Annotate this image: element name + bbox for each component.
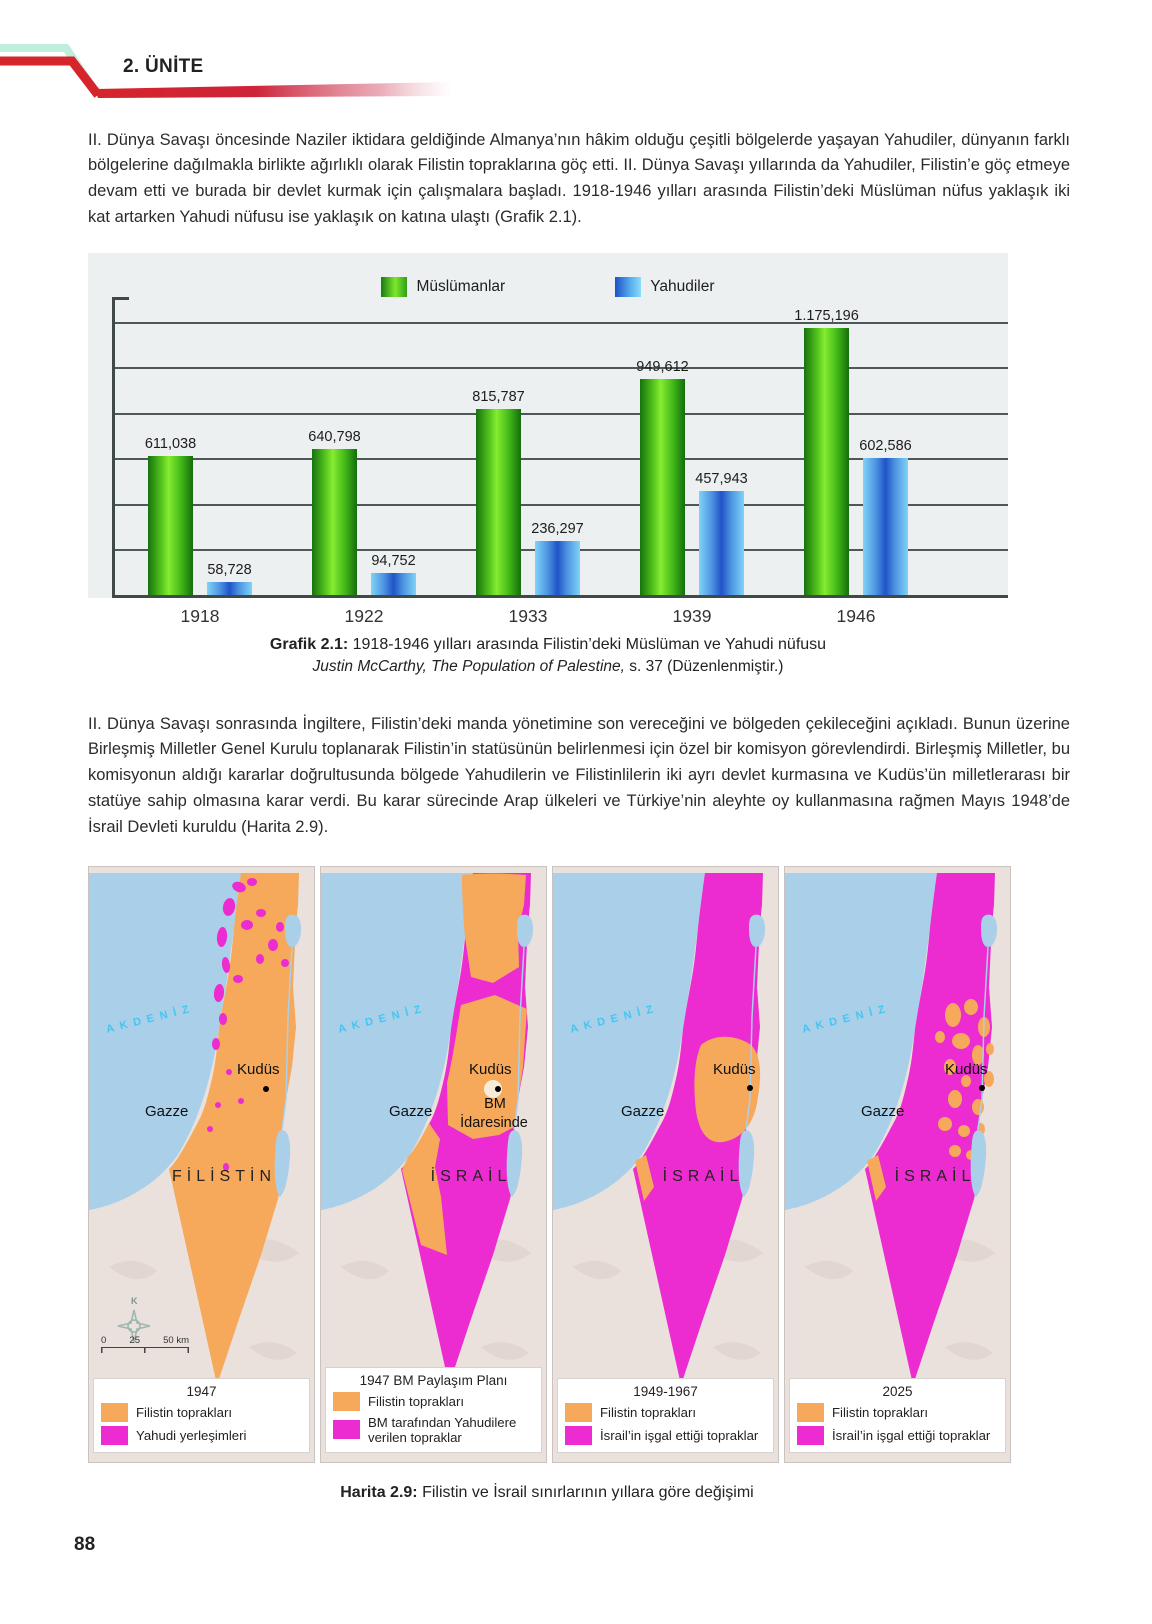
city-label-gazze: Gazze xyxy=(145,1103,189,1120)
city-dot-kudus xyxy=(495,1086,501,1092)
city-dot-kudus xyxy=(747,1085,753,1091)
chart-plot: 611,038 58,728 640,798 94,752 815,787 236,297… xyxy=(88,297,1008,598)
header-ribbon-decoration xyxy=(0,44,452,98)
legend-item-muslims: Müslümanlar xyxy=(381,277,505,297)
city-dot-kudus xyxy=(263,1086,269,1092)
map-panel-2025: AKDENİZ Kudüs Gazze İSRAİL 2025 Filistin… xyxy=(784,866,1011,1463)
map-panel-1947: AKDENİZ Kudüs Gazze FİLİSTİN K 0 25 50 k… xyxy=(88,866,315,1463)
region-label-israil: İSRAİL xyxy=(662,1168,744,1185)
maps-caption: Harita 2.9: Filistin ve İsrail sınırları… xyxy=(340,1484,754,1501)
magenta-swatch-icon xyxy=(101,1426,128,1445)
chart-caption: Grafik 2.1: 1918-1946 yılları arasında F… xyxy=(88,633,1008,679)
orange-swatch-icon xyxy=(797,1403,824,1422)
chart-source: Justin McCarthy, The Population of Pales… xyxy=(312,658,784,676)
city-dot-kudus xyxy=(979,1085,985,1091)
magenta-swatch-icon xyxy=(797,1426,824,1445)
map-1949-1967 xyxy=(553,867,778,1462)
orange-swatch-icon xyxy=(565,1403,592,1422)
city-label-kudus: Kudüs xyxy=(469,1061,512,1078)
map-1947-partition xyxy=(321,867,546,1462)
chart-legend: Müslümanlar Yahudiler xyxy=(88,253,1008,297)
population-bar-chart: Müslümanlar Yahudiler 611,038 58,728 640,7… xyxy=(88,253,1008,634)
city-label-kudus: Kudüs xyxy=(945,1061,988,1078)
city-label-gazze: Gazze xyxy=(621,1103,665,1120)
orange-swatch-icon xyxy=(333,1391,360,1411)
page-number: 88 xyxy=(74,1534,96,1555)
muslims-swatch-icon xyxy=(381,277,408,297)
scale-bar: 0 25 50 km xyxy=(101,1335,189,1353)
city-label-gazze: Gazze xyxy=(389,1103,433,1120)
compass-north-label: K xyxy=(131,1296,138,1306)
maps-row: AKDENİZ Kudüs Gazze FİLİSTİN K 0 25 50 k… xyxy=(88,866,1011,1463)
unit-title: 2. ÜNİTE xyxy=(123,56,204,77)
legend-label-jews: Yahudiler xyxy=(650,278,715,295)
compass-icon xyxy=(117,1309,151,1348)
map-legend-2025: 2025 Filistin toprakları İsrail’in işgal… xyxy=(789,1378,1006,1453)
legend-label-muslims: Müslümanlar xyxy=(416,278,506,295)
chart-xaxis: 1918 1922 1933 1939 1946 xyxy=(88,598,1008,634)
paragraph-partition: II. Dünya Savaşı sonrasında İngiltere, F… xyxy=(88,714,1070,837)
jews-swatch-icon xyxy=(615,277,642,297)
region-label-israil: İSRAİL xyxy=(430,1168,512,1185)
map-1947 xyxy=(89,867,314,1462)
map-panel-1949-1967: AKDENİZ Kudüs Gazze İSRAİL 1949-1967 Fil… xyxy=(552,866,779,1463)
city-label-kudus: Kudüs xyxy=(237,1061,280,1078)
paragraph-intro: II. Dünya Savaşı öncesinde Naziler iktid… xyxy=(88,130,1070,227)
map-legend-1949: 1949-1967 Filistin toprakları İsrail’in … xyxy=(557,1378,774,1453)
bm-administration-label-2: İdaresinde xyxy=(460,1115,528,1131)
bm-administration-label: BM xyxy=(484,1096,506,1112)
chart-caption-line: Grafik 2.1: 1918-1946 yılları arasında F… xyxy=(269,636,827,653)
map-legend-1947: 1947 Filistin toprakları Yahudi yerleşim… xyxy=(93,1378,310,1453)
region-label-israil: İSRAİL xyxy=(894,1168,976,1185)
city-label-kudus: Kudüs xyxy=(713,1061,756,1078)
magenta-swatch-icon xyxy=(565,1426,592,1445)
city-label-gazze: Gazze xyxy=(861,1103,905,1120)
region-label-filistin: FİLİSTİN xyxy=(171,1168,276,1185)
magenta-swatch-icon xyxy=(333,1420,360,1440)
map-legend-partition: 1947 BM Paylaşım Planı Filistin toprakla… xyxy=(325,1366,542,1453)
map-2025 xyxy=(785,867,1010,1462)
orange-swatch-icon xyxy=(101,1403,128,1422)
map-panel-1947-partition: AKDENİZ Kudüs BM İdaresinde Gazze İSRAİL… xyxy=(320,866,547,1463)
legend-item-jews: Yahudiler xyxy=(615,277,715,297)
